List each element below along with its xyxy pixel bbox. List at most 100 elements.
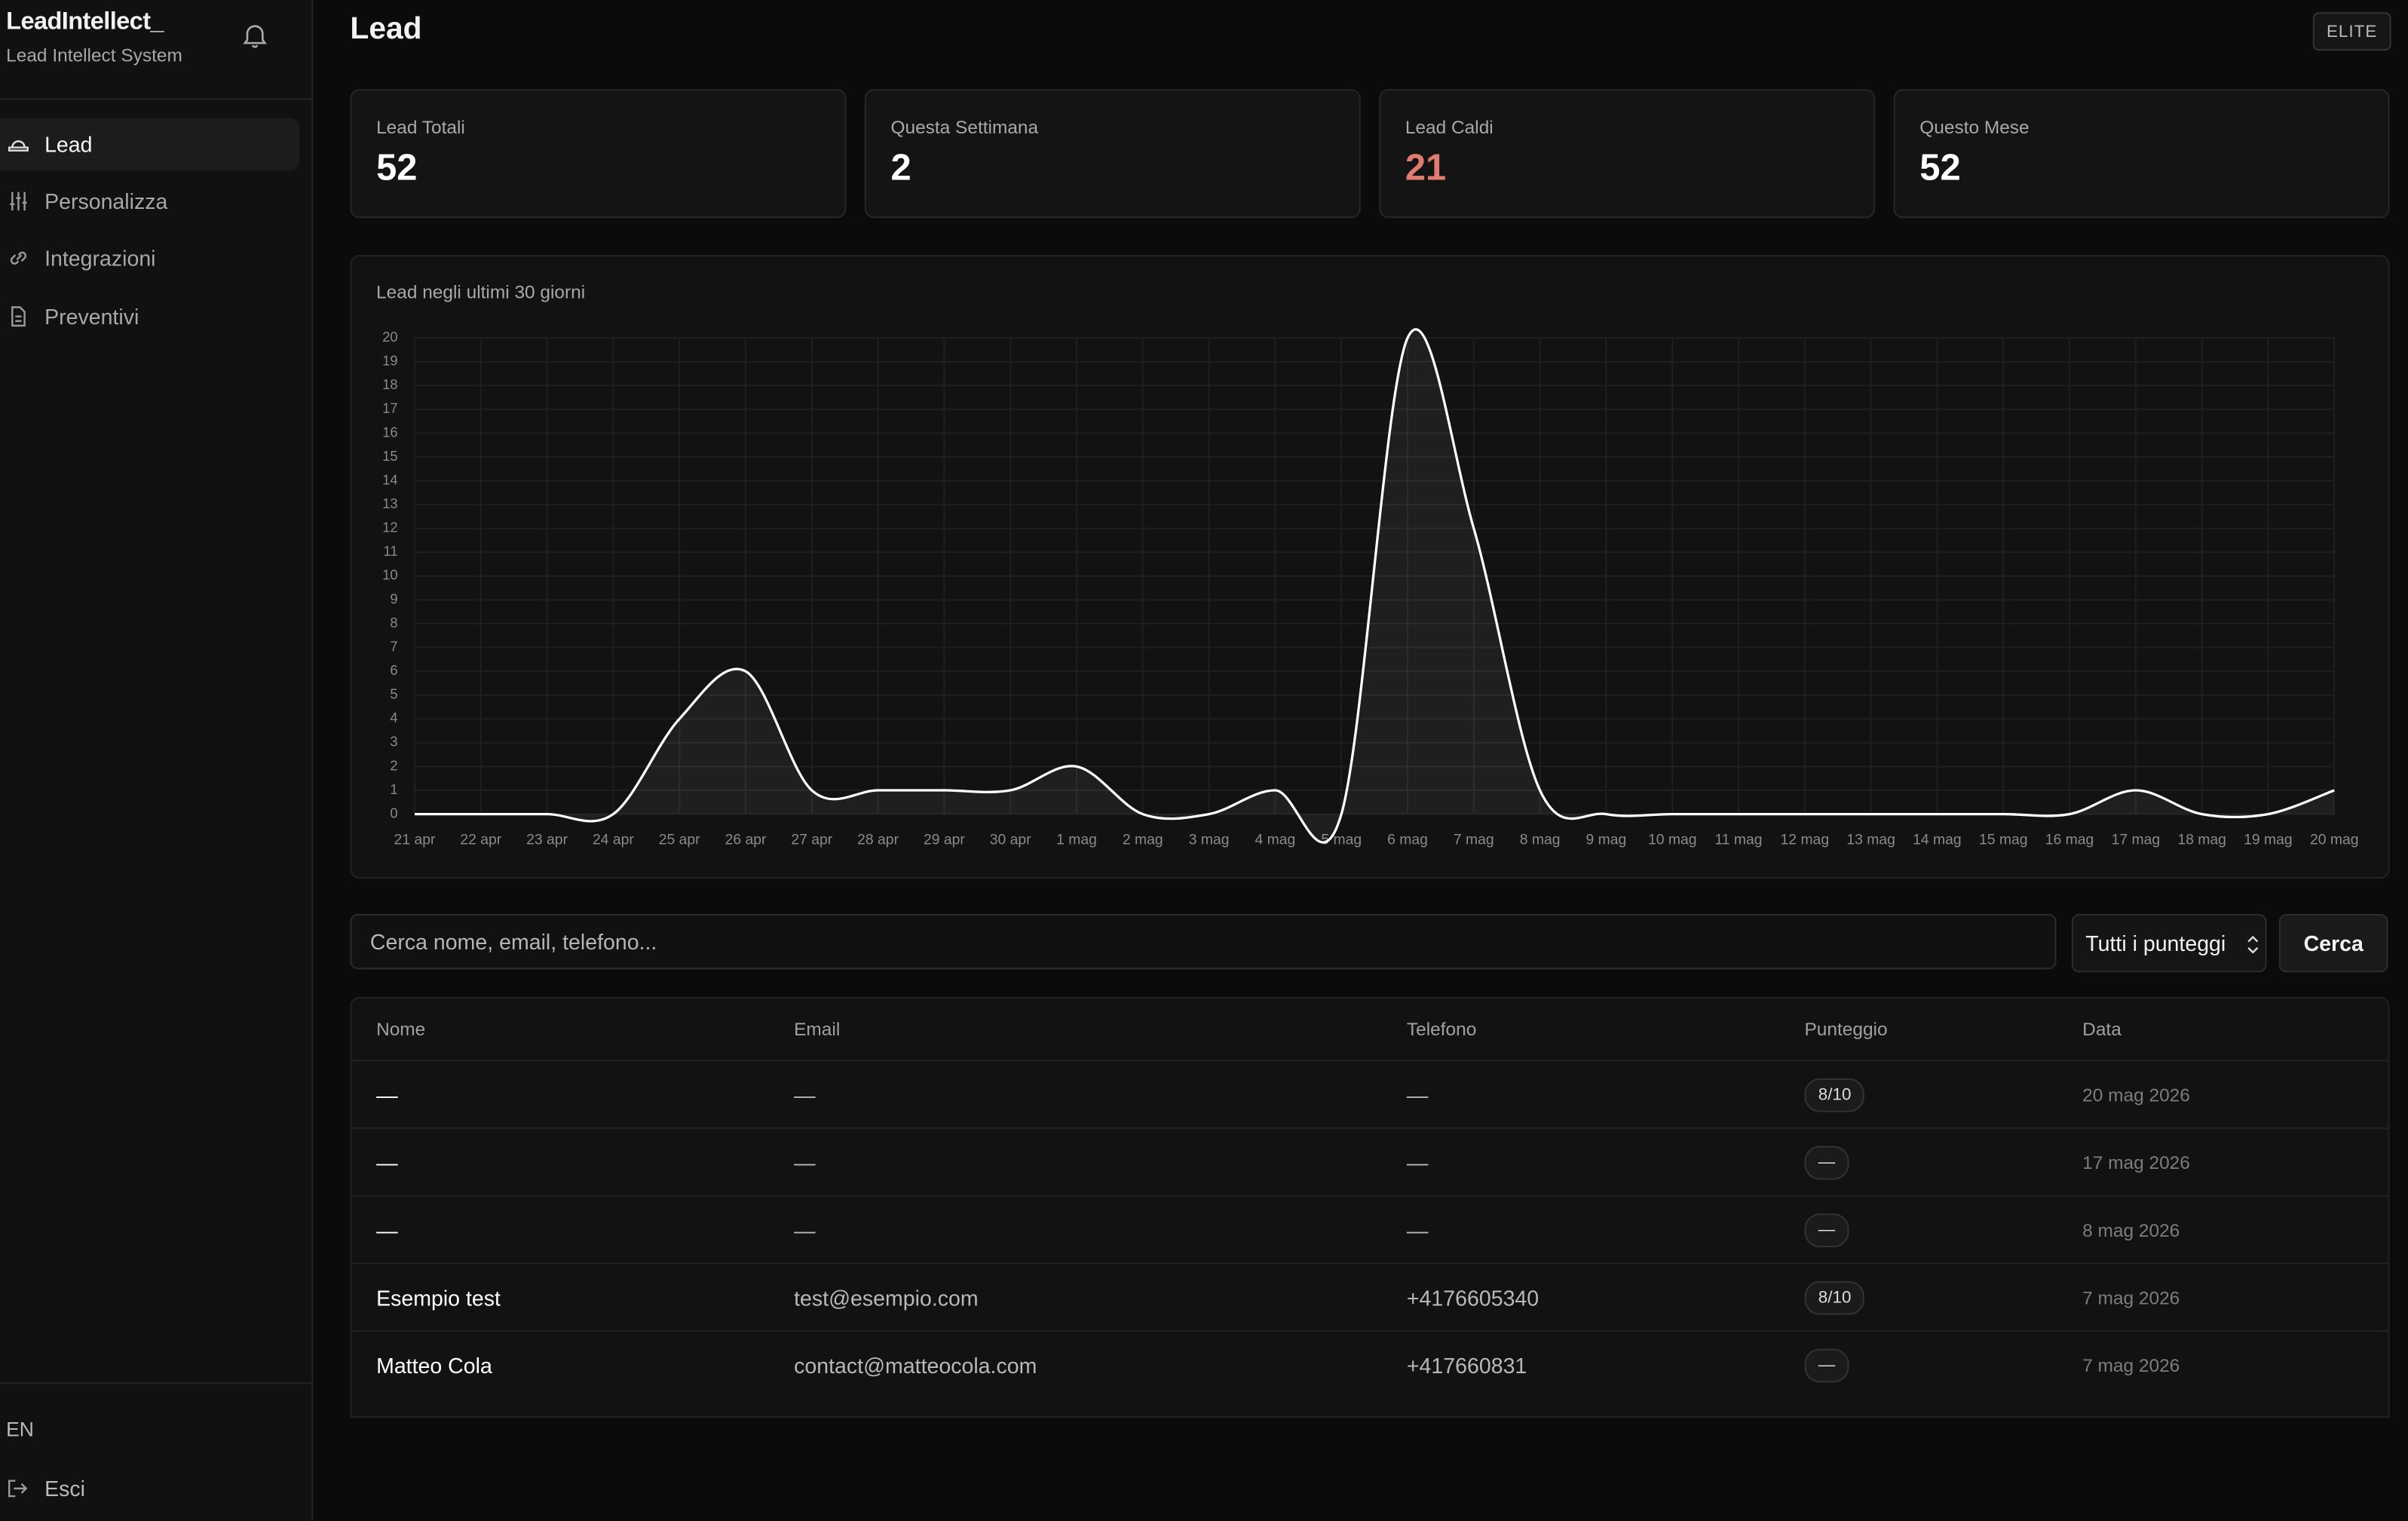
cell: +4176605340 [1406, 1285, 1539, 1311]
score-badge: — [1804, 1213, 1849, 1248]
cell: 20 mag 2026 [2082, 1084, 2190, 1106]
x-tick-label: 23 apr [526, 831, 568, 848]
filter-label: Tutti i punteggi [2085, 931, 2226, 956]
y-tick-label: 9 [390, 590, 397, 606]
leads-table: Nome Email Telefono Punteggio Data — — — 8/10 20 … [350, 997, 2390, 1418]
table-row[interactable]: — — — — 8 mag 2026 [351, 1194, 2388, 1265]
x-tick-label: 28 apr [857, 831, 899, 848]
table-row[interactable]: — — — 8/10 20 mag 2026 [351, 1059, 2388, 1130]
x-tick-label: 7 mag [1454, 831, 1494, 848]
page-title: Lead [350, 12, 422, 47]
cell: — [376, 1150, 398, 1176]
x-tick-label: 8 mag [1520, 831, 1561, 848]
x-tick-label: 22 apr [460, 831, 501, 848]
x-tick-label: 25 apr [659, 831, 700, 848]
stat-value: 52 [376, 147, 418, 189]
nav-icon [10, 251, 27, 265]
y-tick-label: 4 [390, 710, 397, 725]
x-tick-label: 19 mag [2244, 831, 2293, 848]
language-toggle[interactable]: EN [6, 1418, 34, 1441]
stat-card: Lead Totali 52 [350, 89, 847, 219]
score-filter[interactable]: Tutti i punteggi [2071, 914, 2267, 973]
y-tick-label: 17 [382, 400, 397, 416]
y-tick-label: 18 [382, 376, 397, 392]
stat-card: Questo Mese 52 [1893, 89, 2390, 219]
y-tick-label: 8 [390, 615, 397, 630]
column-header: Punteggio [1804, 1018, 1888, 1041]
chart-title: Lead negli ultimi 30 giorni [376, 283, 585, 303]
y-tick-label: 20 [382, 329, 397, 345]
x-tick-label: 4 mag [1255, 831, 1296, 848]
stat-value: 2 [890, 147, 911, 189]
line [414, 328, 2335, 844]
chart: Lead negli ultimi 30 giorni0123456789101… [376, 283, 2358, 848]
nav-icon [8, 140, 29, 152]
logout[interactable]: Esci [6, 1477, 85, 1501]
stat-card: Lead Caldi 21 [1379, 89, 1876, 219]
cell: — [376, 1083, 398, 1108]
score-badge: — [1804, 1348, 1849, 1383]
y-tick-label: 6 [390, 662, 397, 678]
cell: — [376, 1218, 398, 1243]
search-input[interactable]: Cerca nome, email, telefono... [350, 914, 2057, 970]
plan-badge: ELITE [2312, 12, 2391, 51]
stat-value: 21 [1405, 147, 1447, 189]
x-tick-label: 6 mag [1387, 831, 1428, 848]
column-header: Email [794, 1018, 841, 1041]
score-badge: 8/10 [1804, 1078, 1865, 1112]
nav-item[interactable]: Lead [0, 118, 300, 171]
score-badge: 8/10 [1804, 1280, 1865, 1315]
x-tick-label: 12 mag [1781, 831, 1830, 848]
y-tick-label: 19 [382, 353, 397, 369]
x-tick-label: 9 mag [1586, 831, 1627, 848]
brand: LeadIntellect_ [6, 9, 164, 35]
column-header: Nome [376, 1018, 426, 1041]
nav-item[interactable]: Personalizza [0, 175, 299, 227]
column-header: Telefono [1406, 1018, 1477, 1041]
y-tick-label: 12 [382, 520, 397, 535]
table-row[interactable]: Matteo Cola contact@matteocola.com +417660… [351, 1330, 2388, 1400]
cell: 7 mag 2026 [2082, 1287, 2180, 1309]
cell: — [1406, 1083, 1429, 1108]
x-tick-label: 26 apr [725, 831, 767, 848]
cell: — [1406, 1218, 1429, 1243]
y-tick-label: 3 [390, 734, 397, 750]
nav-item[interactable]: Preventivi [0, 290, 299, 342]
table-row[interactable]: — — — — 17 mag 2026 [351, 1127, 2388, 1197]
x-tick-label: 11 mag [1714, 831, 1762, 848]
stat-label: Lead Caldi [1405, 116, 1494, 139]
y-tick-label: 11 [384, 543, 398, 559]
cell: 17 mag 2026 [2082, 1151, 2190, 1174]
cell: — [1406, 1150, 1429, 1176]
x-tick-label: 18 mag [2177, 831, 2226, 848]
line-area [414, 329, 2335, 843]
x-tick-label: 1 mag [1056, 831, 1097, 848]
x-tick-label: 27 apr [791, 831, 832, 848]
bell-icon[interactable] [243, 22, 268, 50]
stat-label: Questa Settimana [890, 116, 1039, 139]
nav-item[interactable]: Integrazioni [0, 232, 299, 284]
x-tick-label: 15 mag [1979, 831, 2028, 848]
nav-label: Integrazioni [44, 245, 156, 271]
nav-label: Preventivi [44, 304, 139, 329]
nav-label: Personalizza [44, 189, 168, 214]
cell: — [794, 1083, 816, 1108]
x-tick-label: 3 mag [1189, 831, 1230, 848]
x-tick-label: 14 mag [1913, 831, 1962, 848]
chart-card: Lead negli ultimi 30 giorni 0 1 2 3 4 5 6 7 8 9 10 1… [350, 255, 2390, 879]
select-icon [2247, 935, 2259, 954]
stat-card: Questa Settimana 2 [864, 89, 1361, 219]
y-tick-label: 0 [390, 805, 397, 820]
x-tick-label: 10 mag [1648, 831, 1697, 848]
cell: 7 mag 2026 [2082, 1354, 2180, 1377]
table-row[interactable]: Esempio test test@esempio.com +4176605340 8… [351, 1262, 2388, 1332]
y-tick-label: 16 [382, 424, 397, 440]
search-button[interactable]: Cerca [2278, 914, 2388, 973]
y-tick-label: 13 [382, 495, 397, 511]
y-tick-label: 1 [390, 781, 397, 797]
brand-subtitle: Lead Intellect System [6, 44, 182, 66]
cell: Esempio test [376, 1285, 501, 1311]
y-tick-label: 15 [382, 448, 397, 464]
